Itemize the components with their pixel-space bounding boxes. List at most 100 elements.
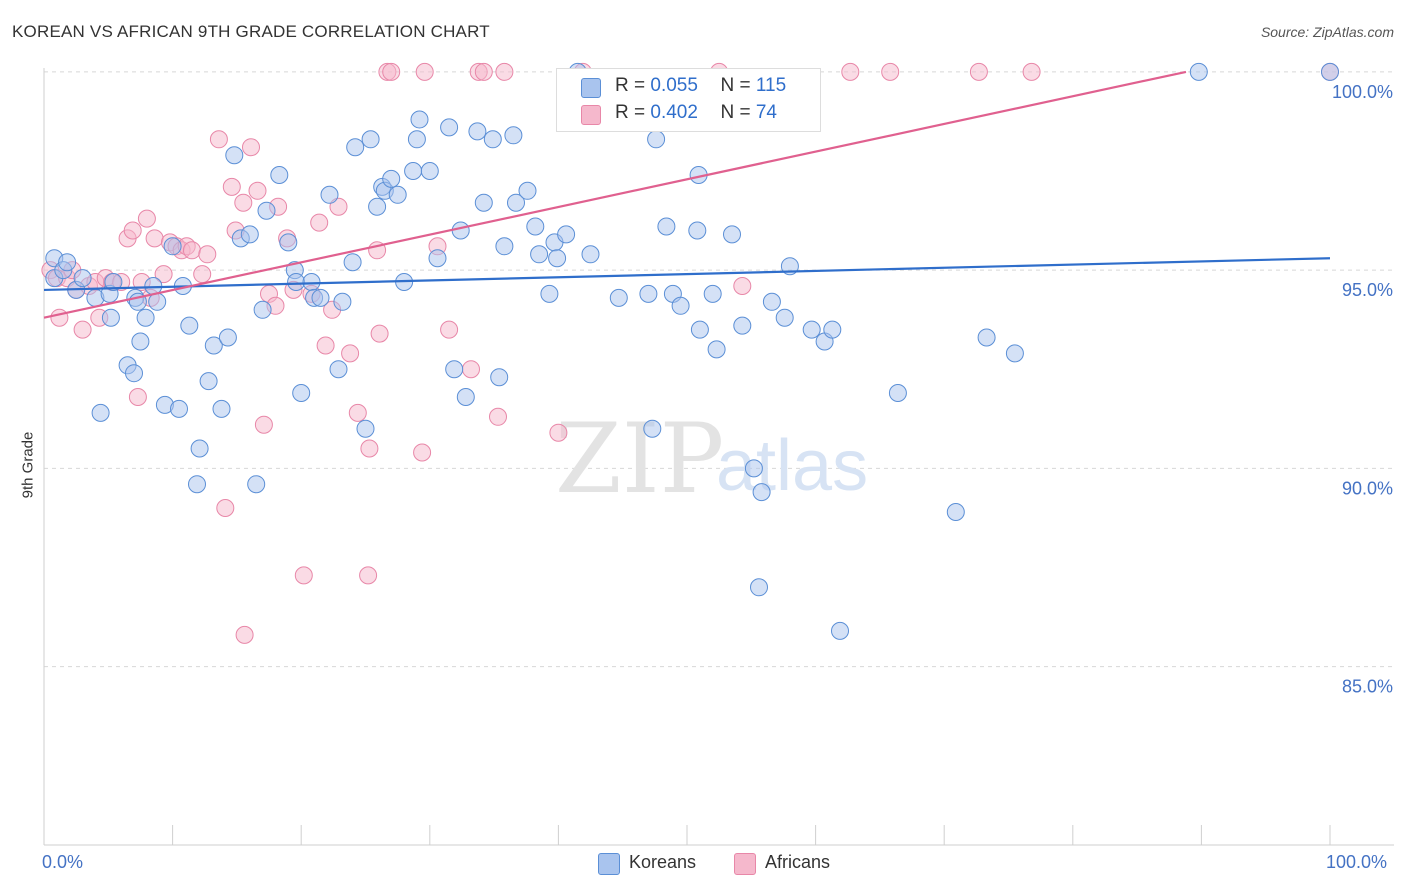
african-point <box>242 138 260 157</box>
korean-point <box>212 399 231 418</box>
african-point <box>969 62 988 81</box>
african-point <box>489 407 507 426</box>
korean-point <box>831 621 849 640</box>
african-point <box>415 62 434 81</box>
african-point <box>128 388 147 406</box>
korean-point <box>639 284 658 303</box>
african-point <box>316 336 335 355</box>
korean-point <box>445 360 464 379</box>
african-point <box>73 320 92 339</box>
korean-point <box>530 245 549 264</box>
legend-r-label: R = <box>615 75 651 96</box>
african-point <box>495 62 514 81</box>
korean-point <box>451 221 470 240</box>
african-point <box>198 245 217 264</box>
korean-point <box>490 368 509 387</box>
korean-point <box>504 126 523 145</box>
grid-lines <box>44 71 1394 668</box>
african-point <box>413 443 432 462</box>
korean-point <box>199 372 218 391</box>
y-tick-label: 95.0% <box>1342 280 1393 300</box>
african-point <box>216 499 235 517</box>
african-point <box>123 221 142 240</box>
legend-n-label: N = <box>720 102 756 123</box>
korean-point <box>356 419 375 438</box>
korean-point <box>407 130 426 149</box>
african-point <box>137 209 156 228</box>
african-point <box>881 62 900 81</box>
legend-r-value: 0.402 <box>650 102 698 123</box>
korean-point <box>548 249 567 268</box>
korean-point <box>368 197 387 216</box>
y-tick-label: 100.0% <box>1332 82 1393 102</box>
korean-point <box>557 225 576 244</box>
y-tick-label: 85.0% <box>1342 677 1393 697</box>
korean-point <box>1005 344 1024 363</box>
watermark: ZIP atlas <box>555 403 868 515</box>
korean-point <box>420 162 439 180</box>
korean-point <box>507 193 525 212</box>
african-point <box>294 566 313 585</box>
korean-point <box>302 273 321 291</box>
korean-point <box>148 292 167 311</box>
african-point <box>234 193 253 212</box>
korean-point <box>410 110 429 129</box>
korean-point <box>1321 62 1339 81</box>
african-point <box>370 324 389 343</box>
watermark-atlas: atlas <box>716 426 868 506</box>
axes <box>43 68 1394 846</box>
korean-point <box>218 328 237 347</box>
stats-legend: R = 0.055 N = 115 R = 0.402 N = 74 <box>556 68 821 132</box>
korean-point <box>329 360 348 379</box>
korean-point <box>388 185 407 204</box>
korean-point <box>540 284 559 303</box>
korean-point <box>468 122 487 141</box>
korean-point <box>643 419 662 438</box>
korean-point <box>343 253 362 272</box>
african-point <box>248 181 267 200</box>
korean-point <box>888 384 907 402</box>
series-legend: Koreans Africans <box>0 850 1406 878</box>
x-tick-label-min: 0.0% <box>42 852 84 872</box>
african-point <box>193 265 212 284</box>
korean-point <box>104 273 123 291</box>
korean-point <box>131 332 150 351</box>
korean-point <box>823 320 842 339</box>
african-point <box>50 308 69 327</box>
africans-legend-swatch <box>734 853 756 875</box>
african-point <box>360 439 379 458</box>
african-point <box>348 403 367 422</box>
african-point <box>341 344 360 363</box>
korean-point <box>657 217 676 236</box>
african-point <box>154 265 173 284</box>
legend-n-value: 74 <box>755 102 777 123</box>
korean-point <box>346 138 365 157</box>
korean-point <box>671 296 690 315</box>
korean-point <box>428 249 447 268</box>
legend-r-label: R = <box>615 102 651 123</box>
korean-point <box>253 300 272 319</box>
korean-point <box>752 483 771 502</box>
african-point <box>462 360 480 379</box>
korean-point <box>279 233 298 252</box>
korean-point <box>333 292 352 311</box>
korean-point <box>775 308 794 327</box>
korean-point <box>1189 62 1208 81</box>
trend-lines <box>43 70 1331 319</box>
korean-point <box>292 384 311 402</box>
korean-point <box>311 288 330 307</box>
african-point <box>841 62 860 81</box>
koreans-swatch <box>581 78 601 98</box>
african-point <box>182 241 201 260</box>
african-point <box>474 62 493 81</box>
korean-point <box>58 253 77 272</box>
african-point <box>549 423 568 442</box>
korean-point <box>609 288 628 307</box>
korean-point <box>91 403 110 422</box>
korean-point <box>361 130 380 149</box>
korean-point <box>382 169 401 188</box>
african-point <box>1022 62 1041 81</box>
korean-point <box>647 130 666 149</box>
african-point <box>222 177 241 196</box>
